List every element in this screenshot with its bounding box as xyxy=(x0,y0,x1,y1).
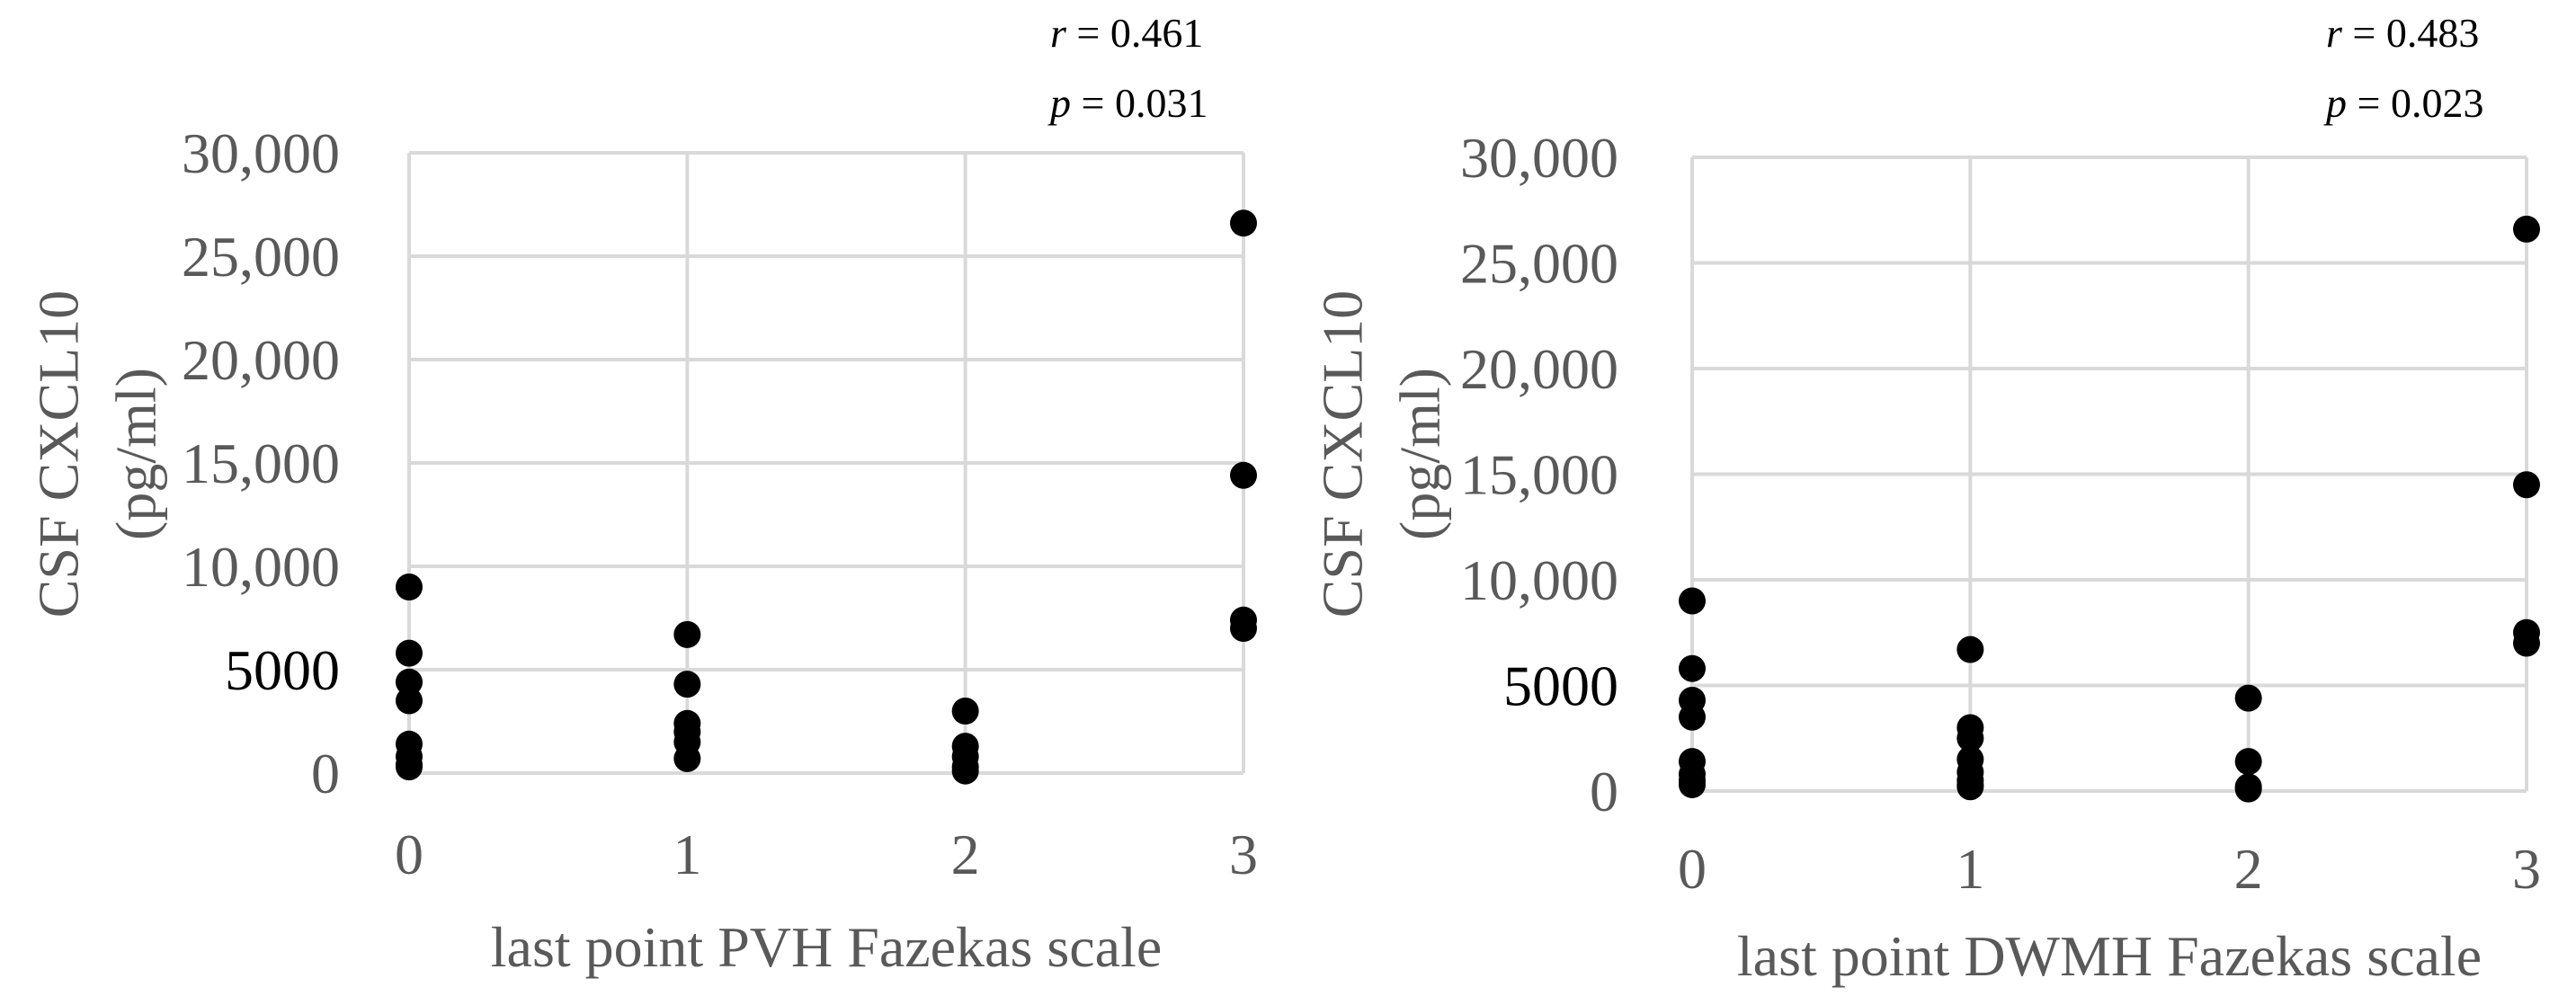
y-axis-title-line-1: CSF CXCL10 xyxy=(1311,290,1375,618)
chart-panel-2: 0 5000 10,000 15,000 20,000 25,000 30,000 0 1 2 3l… xyxy=(1311,10,2541,988)
stat-r-symbol: r xyxy=(1050,10,1067,56)
y-tick-label: 10,000 xyxy=(1460,548,1618,612)
y-tick-label: 25,000 xyxy=(182,225,340,289)
y-axis-title-line-2: (pg/ml) xyxy=(104,368,168,540)
x-tick-label: 2 xyxy=(2234,837,2263,901)
data-point xyxy=(1230,209,1257,237)
data-point xyxy=(951,698,979,725)
y-tick-label: 15,000 xyxy=(1460,443,1618,507)
x-tick-label: 3 xyxy=(2512,837,2541,901)
x-tick-label: 2 xyxy=(951,823,980,886)
y-tick-label: 15,000 xyxy=(182,431,340,495)
data-point xyxy=(1957,636,1984,663)
stat-r: r = 0.483 xyxy=(2326,10,2479,56)
y-tick-label: 30,000 xyxy=(182,121,340,185)
y-tick-label: 0 xyxy=(1590,760,1618,823)
stat-p-value: = 0.023 xyxy=(2347,80,2483,126)
stat-p: p = 0.031 xyxy=(1047,80,1208,126)
stat-r: r = 0.461 xyxy=(1050,10,1203,56)
data-point xyxy=(1230,461,1257,489)
data-point xyxy=(396,639,423,667)
data-point xyxy=(1679,587,1706,615)
data-point xyxy=(1957,725,1984,752)
x-axis-title: last point PVH Fazekas scale xyxy=(491,915,1163,979)
y-axis-title-line-2: (pg/ml) xyxy=(1388,368,1452,540)
y-tick-label: 5000 xyxy=(225,638,340,702)
x-tick-label: 0 xyxy=(395,823,423,886)
data-point xyxy=(1679,703,1706,731)
y-tick-label: 5000 xyxy=(1503,654,1618,718)
y-tick-label: 30,000 xyxy=(1460,126,1618,190)
data-point xyxy=(1230,615,1257,642)
y-tick-label: 25,000 xyxy=(1460,232,1618,296)
stat-r-value: = 0.461 xyxy=(1066,10,1203,56)
x-tick-label: 3 xyxy=(1229,823,1258,886)
x-tick-label: 1 xyxy=(673,823,701,886)
y-tick-label: 10,000 xyxy=(182,535,340,599)
data-point xyxy=(2513,629,2540,657)
data-point xyxy=(396,668,423,696)
y-tick-label: 0 xyxy=(311,742,340,805)
data-point xyxy=(2234,748,2262,776)
stat-r-symbol: r xyxy=(2326,10,2343,56)
data-point xyxy=(1679,654,1706,682)
data-point xyxy=(673,620,701,648)
stat-p: p = 0.023 xyxy=(2323,80,2483,126)
x-axis-title: last point DWMH Fazekas scale xyxy=(1737,924,2482,988)
data-point xyxy=(1957,773,1984,801)
y-tick-label: 20,000 xyxy=(182,328,340,392)
data-point xyxy=(2513,215,2540,243)
data-point xyxy=(673,744,701,772)
data-point xyxy=(2513,471,2540,499)
y-tick-label: 20,000 xyxy=(1460,337,1618,401)
data-point xyxy=(673,718,701,745)
data-point xyxy=(396,753,423,781)
stat-p-symbol: p xyxy=(1047,80,1071,126)
data-point xyxy=(396,574,423,600)
data-point xyxy=(673,671,701,698)
x-tick-label: 1 xyxy=(1956,837,1984,901)
stat-r-value: = 0.483 xyxy=(2342,10,2479,56)
data-point xyxy=(2234,775,2262,803)
data-point xyxy=(951,743,979,770)
stat-p-symbol: p xyxy=(2323,80,2347,126)
data-point xyxy=(2234,684,2262,712)
stat-p-value: = 0.031 xyxy=(1071,80,1208,126)
data-point xyxy=(1679,770,1706,798)
chart-panel-1: 0 5000 10,000 15,000 20,000 25,000 30,000 0 1 2 3 l… xyxy=(27,10,1258,979)
data-point xyxy=(396,687,423,715)
y-axis-title-line-1: CSF CXCL10 xyxy=(27,290,91,618)
x-tick-label: 0 xyxy=(1678,837,1707,901)
